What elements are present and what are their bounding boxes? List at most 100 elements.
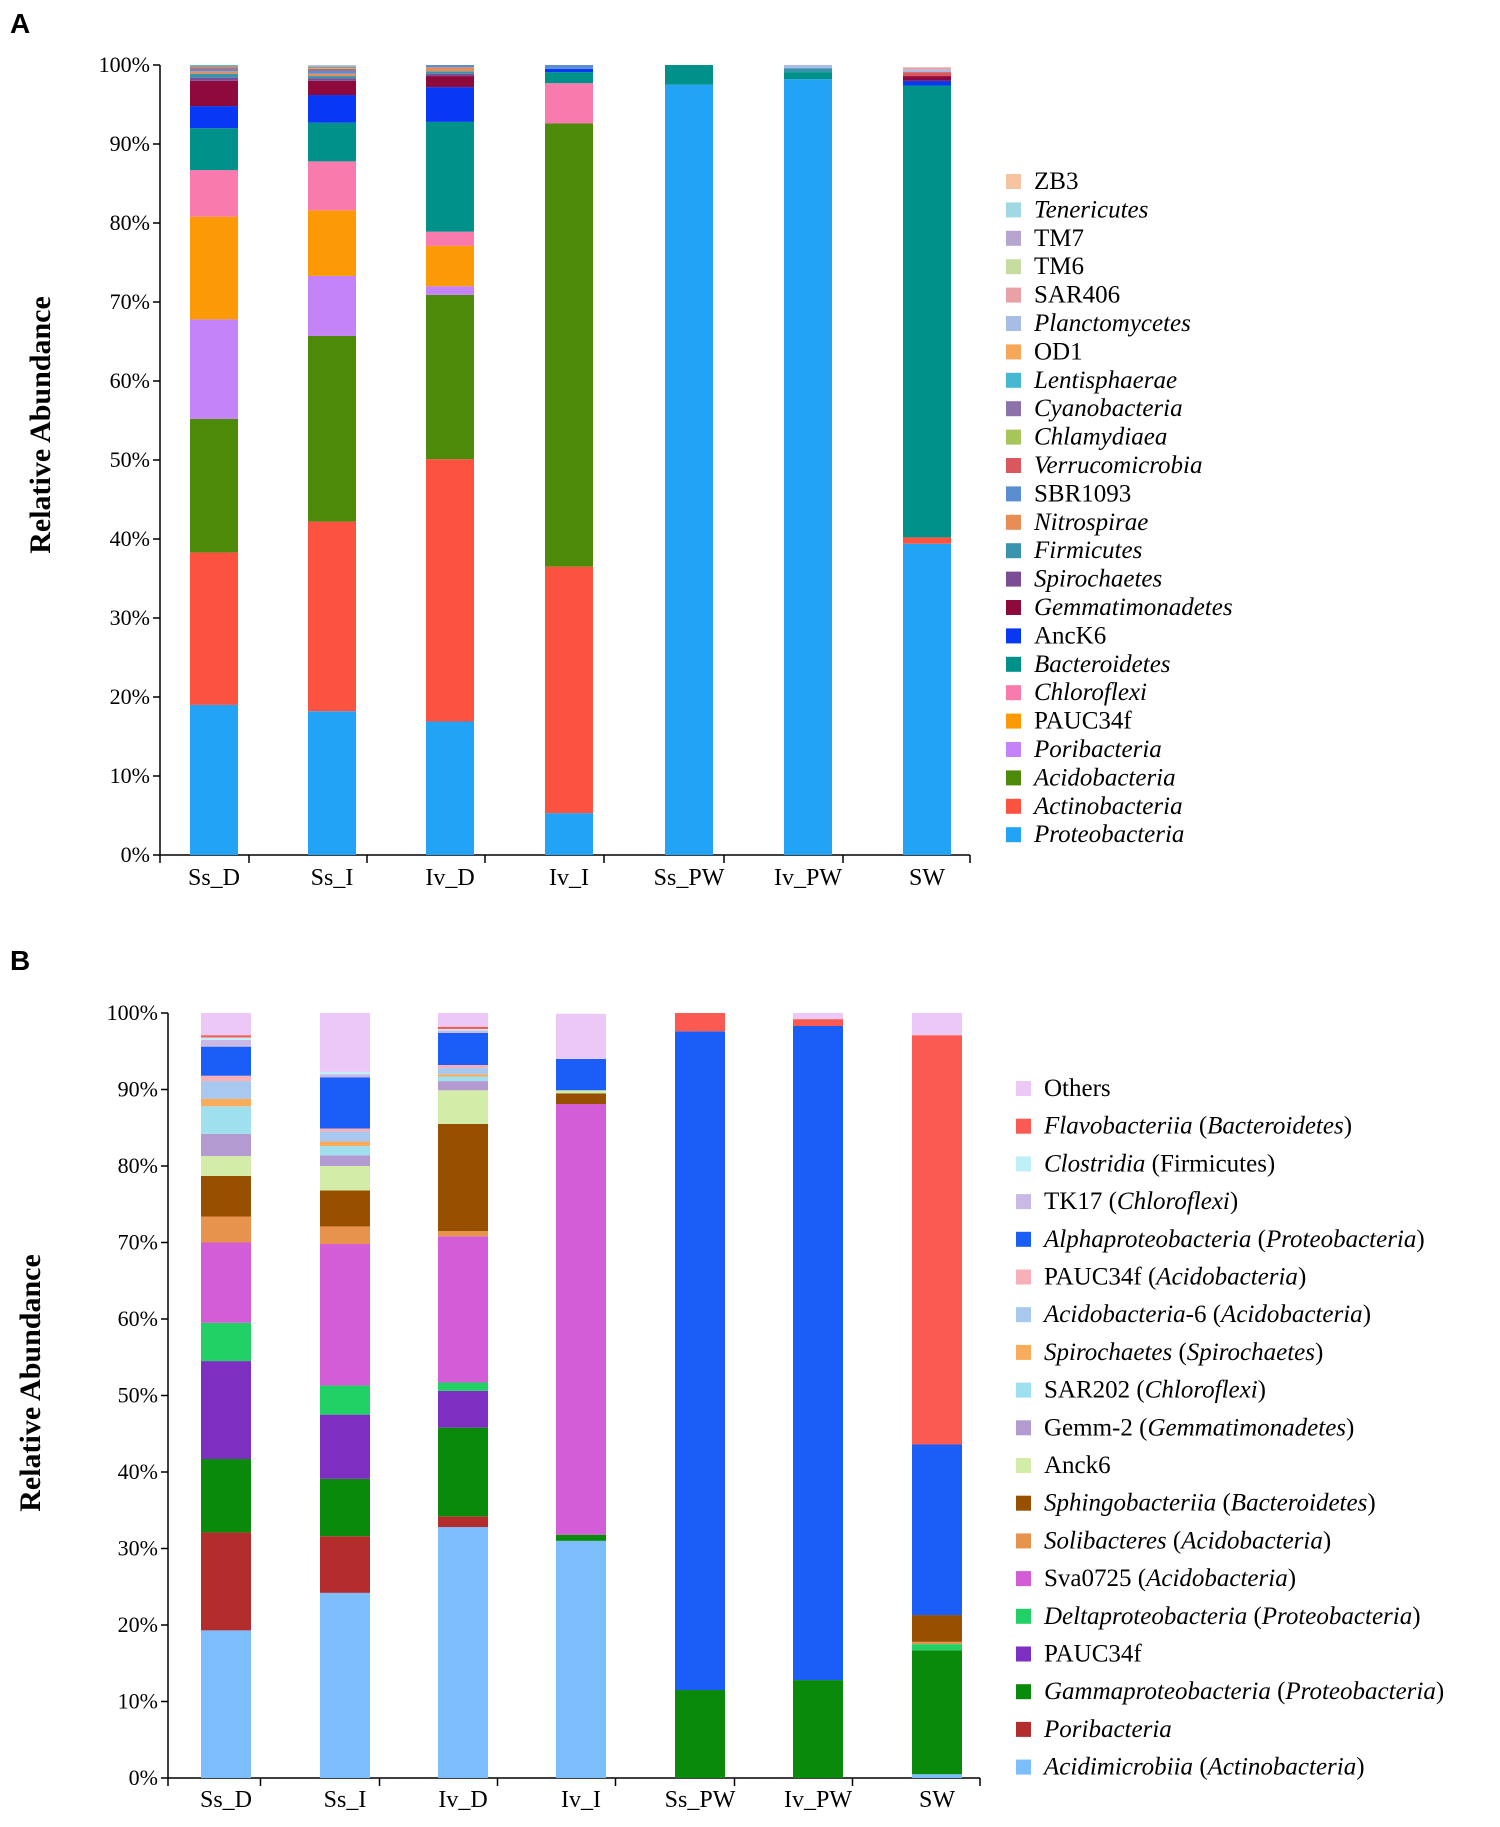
bar-segment <box>320 1385 370 1415</box>
x-tick-label: Ss_PW <box>654 865 725 891</box>
bar-segment <box>426 71 474 74</box>
legend-label: Solibacteres (Acidobacteria) <box>1044 1527 1331 1554</box>
bar-segment <box>320 1013 370 1072</box>
bar-segment <box>308 275 356 336</box>
y-tick-label: 100% <box>99 52 150 77</box>
legend-label-part: ( <box>1271 1678 1286 1705</box>
legend-swatch <box>1016 1571 1031 1587</box>
legend-label-part: ( <box>1193 1113 1208 1140</box>
bar-segment <box>320 1592 370 1778</box>
bar-segment <box>438 1076 488 1082</box>
bar-segment <box>438 1090 488 1124</box>
bar-stack-Ss_I <box>320 1013 370 1778</box>
y-tick-label: 60% <box>110 368 150 393</box>
y-tick-label: 50% <box>110 447 150 472</box>
bar-segment <box>438 1068 488 1075</box>
bar-stack-Iv_PW <box>793 1013 843 1778</box>
legend-label-part: Gammaproteobacteria <box>1044 1678 1271 1705</box>
legend-swatch <box>1016 1420 1031 1436</box>
y-tick-label: 20% <box>110 684 150 709</box>
bar-segment <box>308 67 356 69</box>
y-tick-label: 20% <box>118 1612 158 1637</box>
y-tick-label: 90% <box>118 1077 158 1102</box>
y-tick-label: 50% <box>118 1383 158 1408</box>
bar-segment <box>201 1046 251 1076</box>
legend-label-part: ( <box>1247 1603 1262 1630</box>
bar-segment <box>903 80 951 86</box>
bar-segment <box>438 1026 488 1030</box>
y-tick-label: 10% <box>118 1689 158 1714</box>
legend-label-part: SAR202 ( <box>1044 1377 1145 1404</box>
bar-stack-Iv_D <box>438 1013 488 1778</box>
x-tick-label: Ss_D <box>200 1787 252 1813</box>
bar-segment <box>903 543 951 855</box>
legend-label: Proteobacteria <box>1033 821 1184 848</box>
y-axis-label: Relative Abundance <box>14 1254 47 1512</box>
bar-segment <box>201 1458 251 1533</box>
bar-segment <box>308 66 356 68</box>
legend-label-part: ) <box>1298 1264 1306 1291</box>
legend-label: Gemmatimonadetes <box>1034 594 1233 621</box>
legend-label-part: ) <box>1258 1377 1266 1404</box>
bar-segment <box>320 1074 370 1078</box>
legend-swatch <box>1006 770 1021 786</box>
legend-label-part: ( <box>1172 1339 1187 1366</box>
bar-stack-Iv_I <box>556 1013 606 1778</box>
bar-segment <box>201 1035 251 1038</box>
bar-segment <box>426 73 474 77</box>
bar-segment <box>426 286 474 295</box>
bar-segment <box>912 1615 962 1642</box>
bar-segment <box>190 216 238 320</box>
bar-segment <box>556 1093 606 1105</box>
legend-label: Others <box>1044 1075 1111 1102</box>
bar-segment <box>793 1019 843 1027</box>
legend-label-part: Acidobacteria <box>1179 1527 1323 1554</box>
x-tick-label: Ss_D <box>188 865 240 891</box>
bar-segment <box>903 85 951 538</box>
legend-swatch <box>1006 656 1021 672</box>
bar-segment <box>438 1032 488 1066</box>
legend-swatch <box>1006 458 1021 473</box>
y-tick-label: 10% <box>110 763 150 788</box>
legend-label: Anck6 <box>1044 1452 1111 1479</box>
bar-segment <box>912 1013 962 1036</box>
legend-swatch <box>1006 287 1021 303</box>
chart-panel-B: B 0% 10% 20% 30% 40% 50% 60% 70% 80% 90% 100% Relati… <box>10 945 1444 1813</box>
legend-label: Flavobacteriia (Bacteroidetes) <box>1043 1113 1352 1140</box>
bar-segment <box>190 65 238 66</box>
bar-segment <box>438 1030 488 1033</box>
bar-segment <box>793 1026 843 1681</box>
bar-segment <box>426 76 474 88</box>
legend-label-part: -6 ( <box>1186 1301 1221 1328</box>
bar-segment <box>190 704 238 855</box>
legend-swatch <box>1006 742 1021 757</box>
bar-segment <box>190 68 238 72</box>
bar-segment <box>784 65 832 69</box>
x-tick-label: Iv_PW <box>774 865 842 891</box>
bar-segment <box>912 1035 962 1445</box>
bar-segment <box>190 128 238 171</box>
bar-segment <box>190 319 238 419</box>
bar-segment <box>556 1058 606 1091</box>
bar-segment <box>308 76 356 79</box>
bar-segment <box>190 66 238 68</box>
y-axis-label: Relative Abundance <box>24 296 57 554</box>
bar-segment <box>784 68 832 73</box>
bar-segment <box>201 1098 251 1107</box>
y-tick-label: 40% <box>118 1459 158 1484</box>
legend-swatch <box>1006 486 1021 502</box>
x-tick-label: Ss_I <box>311 865 354 891</box>
bar-stack-SW <box>903 67 951 855</box>
legend: Acidimicrobiia (Actinobacteria)Poribacte… <box>1016 1075 1444 1781</box>
legend-swatch <box>1006 344 1021 360</box>
bar-segment <box>438 1074 488 1077</box>
legend-label: Spirochaetes (Spirochaetes) <box>1044 1339 1323 1366</box>
bar-segment <box>545 68 593 73</box>
bar-segment <box>438 1231 488 1237</box>
bar-segment <box>438 1527 488 1778</box>
legend-label: TM6 <box>1034 253 1084 280</box>
bar-segment <box>438 1123 488 1232</box>
bar-segment <box>308 95 356 123</box>
bar-segment <box>320 1155 370 1166</box>
bar-segment <box>190 77 238 81</box>
